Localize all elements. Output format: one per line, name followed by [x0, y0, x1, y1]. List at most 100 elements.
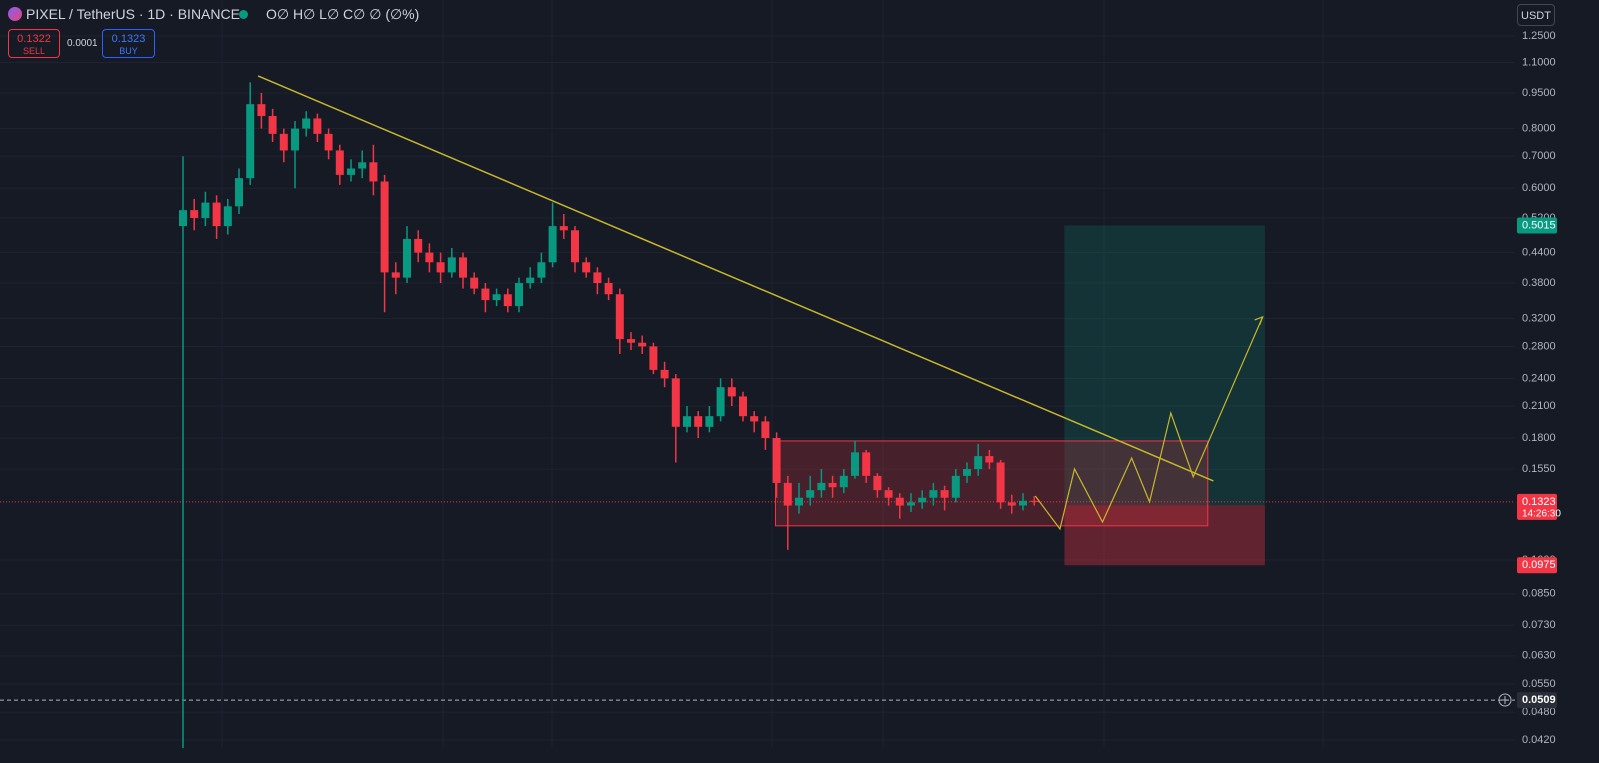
- candle-body: [503, 294, 512, 307]
- candle-body: [1007, 502, 1016, 506]
- candle-body: [235, 178, 244, 207]
- candle-body: [190, 210, 199, 218]
- candle-body: [694, 416, 703, 427]
- ohlc-values: O∅ H∅ L∅ C∅ ∅ (∅%): [266, 6, 420, 22]
- y-tick-label: 0.0630: [1522, 650, 1556, 662]
- candle-body: [985, 456, 994, 463]
- price-axis: 1.25001.10000.95000.80000.70000.60000.52…: [1517, 30, 1561, 746]
- candle-body: [649, 346, 658, 370]
- candle-body: [212, 202, 221, 227]
- candle-body: [246, 104, 255, 179]
- candle-body: [526, 277, 535, 284]
- stop-tag-bg: [1517, 557, 1557, 574]
- candle-body: [918, 497, 927, 503]
- candle-body: [951, 475, 960, 498]
- projection-path: [1034, 316, 1264, 531]
- candle-body: [895, 497, 904, 506]
- y-tick-label: 0.0420: [1522, 734, 1556, 746]
- candle-body: [481, 288, 490, 301]
- candle-body: [750, 416, 759, 422]
- y-tick-label: 0.6000: [1522, 182, 1556, 194]
- target-tag-bg: [1517, 217, 1557, 234]
- candle-body: [727, 387, 736, 397]
- y-tick-label: 0.8000: [1522, 123, 1556, 135]
- y-tick-label: 0.1550: [1522, 463, 1556, 475]
- buy-button[interactable]: 0.1323 BUY: [102, 29, 155, 58]
- buy-label: BUY: [119, 46, 138, 56]
- candle-body: [335, 150, 344, 175]
- candle-body: [179, 210, 188, 227]
- candle-body: [447, 257, 456, 273]
- candle-body: [884, 490, 893, 498]
- candle-body: [839, 475, 848, 488]
- y-tick-label: 0.0730: [1522, 619, 1556, 631]
- candle-body: [492, 294, 501, 301]
- candle-body: [302, 118, 311, 129]
- candle-body: [940, 490, 949, 498]
- y-tick-label: 0.3800: [1522, 277, 1556, 289]
- y-tick-label: 0.3200: [1522, 313, 1556, 325]
- candle-body: [268, 116, 277, 134]
- candle-body: [806, 490, 815, 498]
- market-status: [239, 10, 248, 19]
- candle-body: [817, 482, 826, 491]
- y-tick-label: 1.1000: [1522, 56, 1556, 68]
- candle-body: [223, 206, 232, 227]
- candle-body: [391, 272, 400, 278]
- candle-body: [436, 262, 445, 273]
- symbol-icon: [8, 7, 22, 21]
- sell-label: SELL: [22, 46, 46, 56]
- candle-body: [850, 452, 859, 476]
- candle-body: [537, 262, 546, 278]
- sell-button[interactable]: 0.1322 SELL: [8, 29, 60, 58]
- candle-body: [582, 262, 591, 273]
- y-tick-label: 0.1800: [1522, 432, 1556, 444]
- y-tick-label: 0.0480: [1522, 706, 1556, 718]
- spread: 0.0001: [67, 38, 98, 49]
- candle-body: [459, 257, 468, 278]
- currency-button[interactable]: USDT: [1517, 4, 1555, 26]
- candle-body: [403, 238, 412, 278]
- candle-body: [291, 128, 300, 151]
- candle-body: [638, 342, 647, 347]
- y-tick-label: 0.0850: [1522, 588, 1556, 600]
- candle-body: [772, 438, 781, 483]
- candle-body: [313, 118, 322, 134]
- candle-body: [514, 283, 523, 307]
- alert-tag: 0.0509: [1522, 694, 1556, 706]
- stop-tag: 0.0975: [1522, 559, 1556, 571]
- candle-body: [738, 396, 747, 417]
- y-tick-label: 0.0550: [1522, 678, 1556, 690]
- candle-body: [705, 416, 714, 427]
- y-tick-label: 0.9500: [1522, 87, 1556, 99]
- candle-body: [570, 230, 579, 263]
- last-price-tag: 0.1323: [1522, 496, 1556, 508]
- symbol-title[interactable]: PIXEL / TetherUS · 1D · BINANCE: [26, 6, 240, 22]
- candle-body: [369, 162, 378, 182]
- candle-body: [996, 462, 1005, 503]
- candle-body: [201, 202, 210, 218]
- candle-body: [257, 104, 266, 117]
- candle-body: [347, 168, 356, 175]
- time-grid: [221, 0, 1324, 748]
- candle-body: [279, 133, 288, 151]
- candle-body: [548, 226, 557, 263]
- candle-body: [1018, 500, 1027, 506]
- y-tick-label: 0.2100: [1522, 400, 1556, 412]
- candle-body: [470, 277, 479, 289]
- y-tick-label: 0.2400: [1522, 372, 1556, 384]
- candle-body: [615, 294, 624, 340]
- candle-body: [604, 283, 613, 295]
- projection-arrowhead: [1254, 315, 1264, 326]
- candle-body: [671, 378, 680, 427]
- candle-body: [414, 238, 423, 253]
- candle-body: [873, 475, 882, 491]
- plot-area: [0, 35, 1515, 748]
- trendline: [257, 75, 1214, 482]
- sell-price: 0.1322: [17, 33, 51, 45]
- candle-body: [324, 133, 333, 151]
- alert-tag-bg: [1517, 692, 1557, 709]
- add-alert-icon[interactable]: [1498, 693, 1512, 707]
